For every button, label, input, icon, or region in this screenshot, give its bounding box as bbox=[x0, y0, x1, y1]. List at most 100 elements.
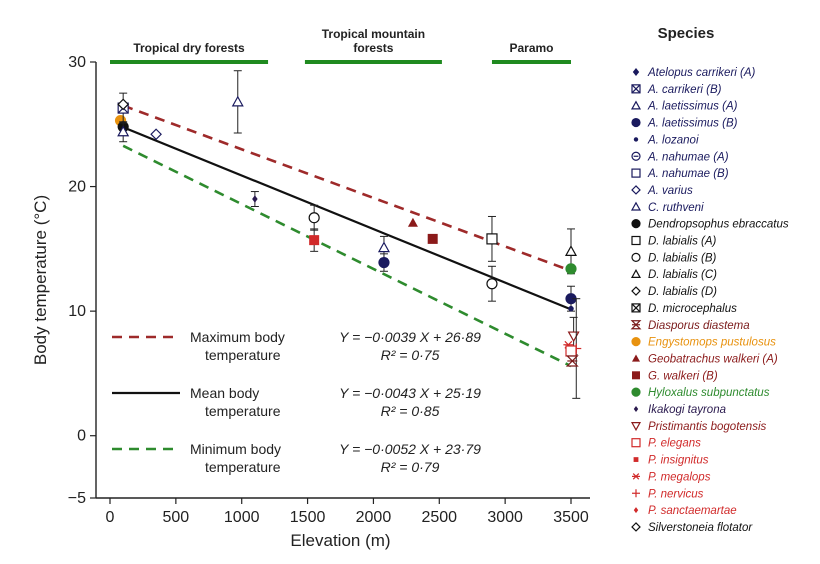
species-legend: Species Atelopus carrikeri (A) A. carriker… bbox=[630, 25, 789, 534]
data-point-8 bbox=[308, 212, 320, 224]
fit-r2-mean: R² = 0·85 bbox=[381, 403, 440, 419]
x-tick-label: 3000 bbox=[487, 509, 523, 526]
species-marker-13 bbox=[631, 286, 641, 296]
fit-legend-label-max: temperature bbox=[205, 347, 281, 363]
species-marker-9 bbox=[631, 219, 641, 229]
species-marker-26 bbox=[633, 507, 639, 514]
species-marker-27 bbox=[631, 522, 641, 532]
fit-legend-label-max: Maximum body bbox=[190, 329, 285, 345]
species-label-8: C. ruthveni bbox=[648, 202, 704, 214]
x-tick-label: 1500 bbox=[290, 509, 326, 526]
fit-legend-label-mean: temperature bbox=[205, 403, 281, 419]
species-label-17: Geobatrachus walkeri (A) bbox=[648, 353, 778, 365]
species-label-15: Diasporus diastema bbox=[648, 320, 750, 332]
species-label-23: P. insignitus bbox=[648, 455, 709, 467]
data-point-12 bbox=[407, 217, 418, 227]
data-point-20 bbox=[567, 331, 580, 343]
species-marker-0 bbox=[632, 68, 640, 76]
species-label-13: D. labialis (D) bbox=[648, 286, 717, 298]
species-label-18: G. walkeri (B) bbox=[648, 370, 718, 382]
species-marker-12 bbox=[630, 268, 642, 278]
species-label-11: D. labialis (B) bbox=[648, 252, 717, 264]
species-marker-4 bbox=[633, 137, 639, 142]
data-point-15 bbox=[486, 278, 498, 290]
species-marker-18 bbox=[632, 371, 640, 380]
species-label-9: Dendropsophus ebraccatus bbox=[648, 219, 789, 231]
species-label-4: A. lozanoi bbox=[647, 134, 699, 146]
fit-legend-label-mean: Mean body bbox=[190, 385, 259, 401]
y-tick-label: 30 bbox=[68, 54, 86, 71]
species-label-0: Atelopus carrikeri (A) bbox=[647, 67, 756, 79]
species-label-14: D. microcephalus bbox=[648, 303, 737, 315]
species-label-25: P. nervicus bbox=[648, 488, 704, 500]
species-label-24: P. megalops bbox=[648, 471, 711, 483]
species-marker-6 bbox=[631, 168, 641, 178]
species-marker-20 bbox=[633, 406, 639, 412]
species-marker-25 bbox=[632, 489, 640, 498]
x-tick-label: 1000 bbox=[224, 509, 260, 526]
data-point-3 bbox=[117, 125, 130, 137]
species-marker-17 bbox=[632, 354, 640, 362]
species-label-22: P. elegans bbox=[648, 438, 701, 450]
fit-legend-label-min: temperature bbox=[205, 459, 281, 475]
data-point-9 bbox=[309, 235, 320, 246]
species-marker-15 bbox=[630, 320, 642, 330]
data-point-24 bbox=[565, 355, 579, 367]
regression-lines bbox=[122, 104, 572, 368]
x-axis-title: Elevation (m) bbox=[290, 531, 390, 550]
species-marker-8 bbox=[630, 201, 642, 211]
x-tick-label: 500 bbox=[163, 509, 190, 526]
species-label-6: A. nahumae (B) bbox=[647, 168, 729, 180]
data-points bbox=[114, 70, 582, 399]
species-marker-24 bbox=[632, 473, 640, 480]
species-label-10: D. labialis (A) bbox=[648, 236, 717, 248]
data-point-7 bbox=[252, 195, 258, 203]
data-point-11 bbox=[378, 256, 390, 269]
fit-legend: Maximum body temperature Y = −0·0039 X + 2… bbox=[112, 329, 481, 475]
data-point-16 bbox=[564, 245, 578, 256]
species-label-1: A. carrikeri (B) bbox=[647, 84, 722, 96]
species-label-19: Hyloxalus subpunctatus bbox=[648, 387, 770, 399]
fit-r2-min: R² = 0·79 bbox=[381, 459, 440, 475]
x-tick-label: 0 bbox=[106, 509, 115, 526]
zone-label-0: Tropical dry forests bbox=[133, 41, 245, 55]
species-label-12: D. labialis (C) bbox=[648, 269, 717, 281]
y-tick-label: −5 bbox=[68, 490, 86, 507]
species-marker-22 bbox=[631, 438, 641, 448]
fit-r2-max: R² = 0·75 bbox=[381, 347, 440, 363]
zone-label-2: Paramo bbox=[509, 41, 553, 55]
y-tick-label: 10 bbox=[68, 303, 86, 320]
species-label-7: A. varius bbox=[647, 185, 693, 197]
fit-line-mean bbox=[122, 126, 572, 311]
fit-line-min bbox=[122, 144, 572, 368]
species-marker-21 bbox=[630, 422, 642, 432]
species-label-5: A. nahumae (A) bbox=[647, 151, 729, 163]
y-tick-label: 0 bbox=[77, 428, 86, 445]
species-marker-7 bbox=[631, 185, 641, 195]
fit-equation-mean: Y = −0·0043 X + 25·19 bbox=[339, 385, 481, 401]
fit-line-max bbox=[122, 104, 572, 273]
species-label-16: Engystomops pustulosus bbox=[648, 337, 776, 349]
fit-equation-min: Y = −0·0052 X + 23·79 bbox=[339, 441, 481, 457]
y-axis-title: Body temperature (°C) bbox=[31, 195, 50, 365]
species-marker-23 bbox=[633, 457, 639, 462]
data-point-6 bbox=[231, 95, 244, 107]
species-label-20: Ikakogi tayrona bbox=[648, 404, 726, 416]
data-point-19 bbox=[568, 305, 574, 312]
data-point-5 bbox=[150, 128, 162, 141]
species-marker-1 bbox=[631, 84, 641, 94]
zone-label-1: Tropical mountain forests bbox=[322, 27, 425, 55]
y-tick-label: 20 bbox=[68, 179, 86, 196]
fit-equation-max: Y = −0·0039 X + 26·89 bbox=[339, 329, 481, 345]
data-point-17 bbox=[565, 263, 577, 275]
species-marker-11 bbox=[631, 252, 641, 262]
species-legend-title: Species bbox=[658, 25, 715, 42]
data-point-10 bbox=[377, 241, 390, 253]
species-marker-2 bbox=[630, 100, 642, 110]
data-point-23 bbox=[565, 345, 577, 357]
species-marker-16 bbox=[631, 337, 641, 347]
vegetation-zones: Tropical dry forests Tropical mountain for… bbox=[110, 27, 571, 64]
data-point-14 bbox=[486, 233, 498, 245]
species-marker-5 bbox=[631, 151, 641, 161]
